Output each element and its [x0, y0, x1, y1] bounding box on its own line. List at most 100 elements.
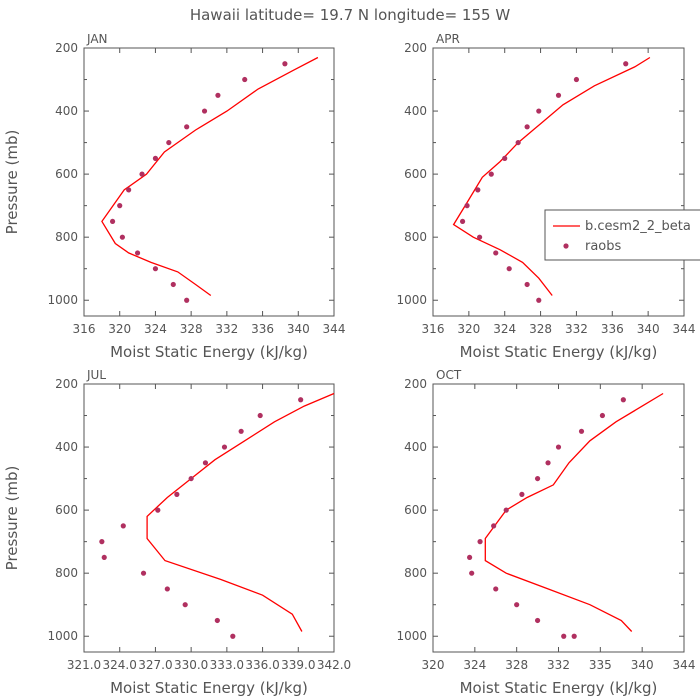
plot-frame [83, 47, 335, 317]
x-tick-label: 332 [547, 658, 570, 672]
obs-point [467, 554, 473, 561]
obs-point [101, 554, 107, 561]
y-tick-label: 200 [404, 377, 427, 391]
y-tick-label: 800 [55, 566, 78, 580]
panel-jan: 316 320 324 328 332 336 340 344 200 400 600 800 1000… [3, 32, 345, 361]
panel-title: JUL [86, 368, 106, 382]
obs-point [545, 460, 551, 466]
obs-point [119, 234, 125, 240]
x-tick-label: 321.0 [67, 658, 101, 672]
legend-label-model: b.cesm2_2_beta [585, 219, 691, 234]
x-tick-label: 324 [144, 322, 167, 336]
obs-point [201, 108, 208, 114]
x-tick-label: 332 [215, 322, 238, 336]
panel-jul: 321.0 324.0 327.0 330.0 333.0 336.0 339.0 342.0… [3, 368, 351, 697]
y-tick-label: 600 [404, 503, 427, 517]
y-tick-label: 1000 [47, 629, 78, 643]
x-tick-label: 336 [251, 322, 274, 336]
x-axis-label: Moist Static Energy (kJ/kg) [110, 679, 308, 697]
obs-point [620, 397, 626, 403]
obs-point [99, 539, 105, 545]
x-tick-label: 336.0 [245, 658, 279, 672]
obs-point [491, 523, 497, 529]
y-tick-label: 600 [55, 503, 78, 517]
series-line-model [484, 392, 664, 632]
x-tick-label: 332 [565, 322, 588, 336]
x-tick-label: 340 [631, 658, 654, 672]
legend-label-obs: raobs [585, 239, 622, 254]
x-tick-label: 342.0 [317, 658, 351, 672]
obs-point [524, 124, 530, 130]
obs-point [536, 297, 542, 303]
obs-point [475, 187, 481, 193]
x-tick-label: 340 [287, 322, 310, 336]
obs-point [469, 570, 475, 576]
obs-point [215, 92, 221, 98]
obs-point [503, 507, 509, 513]
x-tick-label: 328 [180, 322, 203, 336]
x-axis-label: Moist Static Energy (kJ/kg) [460, 343, 658, 361]
obs-point [282, 61, 288, 67]
plot-frame [432, 383, 685, 653]
x-tick-label: 330.0 [174, 658, 208, 672]
obs-point [571, 633, 577, 639]
x-tick-label: 320 [457, 322, 480, 336]
x-tick-label: 336 [601, 322, 624, 336]
obs-point [134, 250, 141, 256]
obs-point [561, 633, 567, 639]
y-tick-label: 1000 [47, 293, 78, 307]
obs-point [298, 397, 304, 403]
obs-point [202, 460, 209, 466]
obs-point [514, 602, 520, 608]
obs-point [477, 539, 483, 545]
obs-point [126, 187, 132, 193]
obs-point [519, 491, 525, 497]
obs-point [152, 266, 159, 272]
x-tick-label: 344 [323, 322, 346, 336]
plot-frame [83, 383, 335, 653]
x-axis-label: Moist Static Energy (kJ/kg) [460, 679, 658, 697]
y-tick-label: 200 [55, 41, 78, 55]
obs-point [493, 586, 499, 592]
obs-point [139, 171, 145, 177]
panel-apr: 316 320 324 328 332 336 340 344 200 400 600 800 1000… [396, 32, 695, 361]
obs-point [184, 124, 190, 130]
y-axis-label: Pressure (mb) [3, 130, 21, 235]
obs-point [506, 266, 512, 272]
obs-point [174, 491, 180, 497]
obs-point [221, 444, 228, 450]
obs-point [182, 602, 188, 608]
x-tick-label: 327.0 [138, 658, 172, 672]
y-tick-label: 400 [55, 104, 78, 118]
y-tick-label: 800 [404, 230, 427, 244]
x-tick-label: 340 [637, 322, 660, 336]
obs-point [459, 218, 466, 225]
panel-title: OCT [436, 368, 462, 382]
y-tick-label: 800 [404, 566, 427, 580]
obs-point [515, 139, 521, 146]
y-tick-label: 600 [55, 167, 78, 181]
obs-point [555, 444, 562, 450]
y-tick-label: 200 [55, 377, 78, 391]
series-line-model [101, 56, 319, 297]
obs-point [578, 428, 585, 434]
obs-point [502, 155, 508, 161]
y-axis-label: Pressure (mb) [3, 466, 21, 571]
y-tick-label: 400 [404, 104, 427, 118]
obs-point [117, 203, 123, 209]
series-line-model [452, 56, 651, 296]
x-tick-label: 335 [589, 658, 612, 672]
x-tick-label: 316 [73, 322, 96, 336]
obs-point [536, 108, 542, 114]
obs-point [152, 155, 159, 161]
y-tick-label: 800 [55, 230, 78, 244]
obs-point [573, 76, 580, 83]
obs-point [464, 203, 470, 209]
panel-title: JAN [86, 32, 108, 46]
panel-oct: 320 324 328 332 335 340 344 200 400 600 800 1000 OCT… [396, 368, 695, 697]
legend-dot-swatch [563, 243, 569, 249]
obs-point [524, 281, 530, 288]
x-axis-label: Moist Static Energy (kJ/kg) [110, 343, 308, 361]
obs-point [623, 61, 629, 67]
